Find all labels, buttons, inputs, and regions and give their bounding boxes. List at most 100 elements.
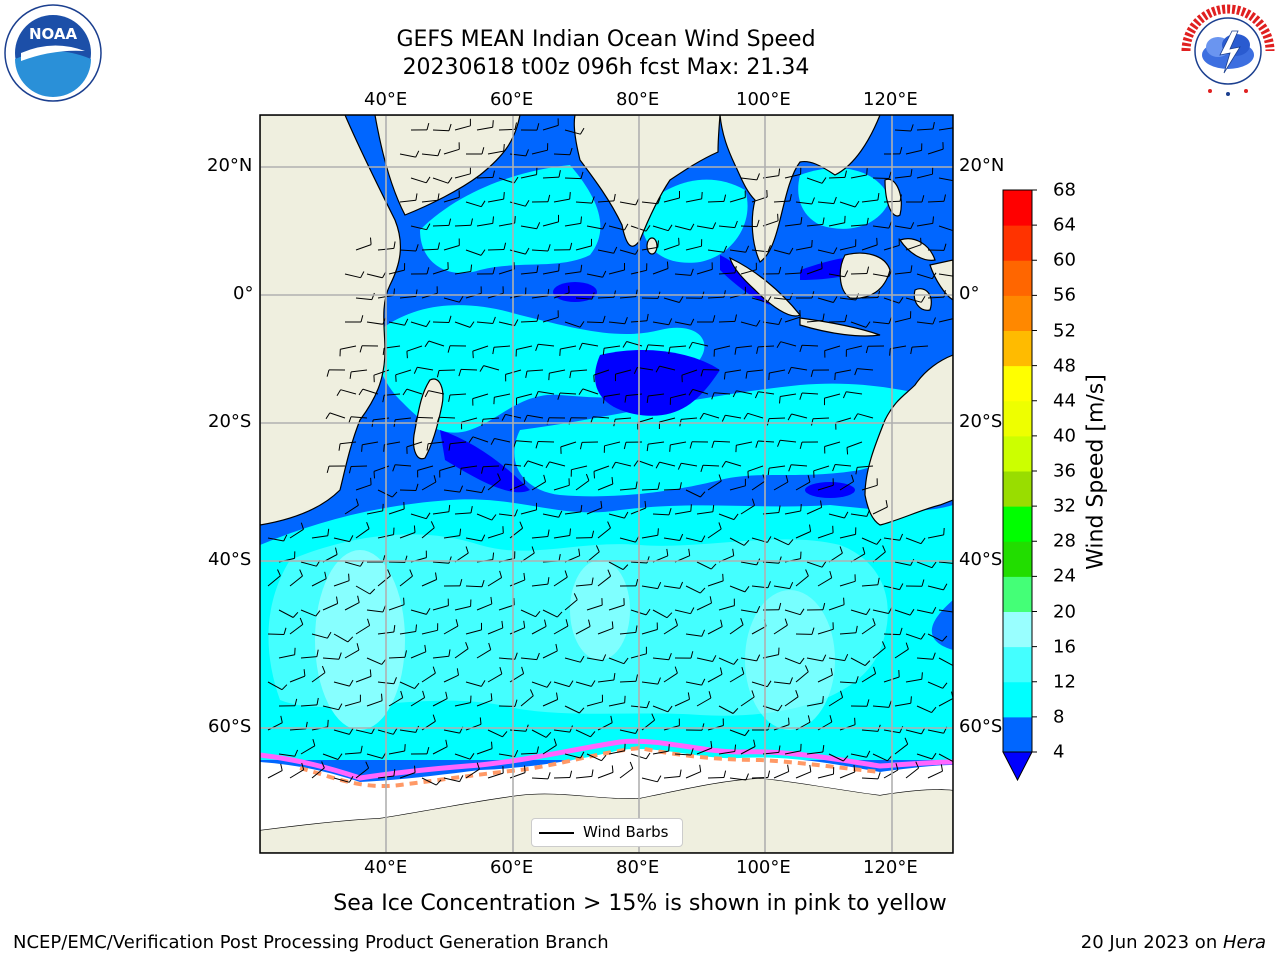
wind-barb-feather <box>877 290 881 298</box>
wind-barb-shaft <box>410 697 425 707</box>
wind-barb-shaft <box>553 681 570 688</box>
wind-barb-shaft <box>795 481 811 491</box>
wind-barb-shaft <box>784 657 801 665</box>
wind-barb-feather <box>547 194 551 202</box>
wind-barb-shaft <box>905 537 922 545</box>
wind-barb-shaft <box>751 625 767 635</box>
wind-barb-shaft <box>652 657 669 661</box>
wind-barb-shaft <box>795 531 811 539</box>
wind-barb-shaft <box>399 489 417 491</box>
wind-barb-feather <box>448 504 451 512</box>
wind-barb-feather <box>536 265 539 273</box>
wind-barb-shaft <box>487 198 504 203</box>
wind-barb-shaft <box>839 481 854 491</box>
wind-barb-feather <box>899 533 904 541</box>
wind-barb-feather <box>712 315 716 323</box>
wind-barb-shaft <box>520 657 537 661</box>
wind-barb-shaft <box>289 769 304 779</box>
wind-barb-feather <box>843 755 849 762</box>
wind-barb-shaft <box>894 317 911 323</box>
wind-barb-feather <box>367 618 371 626</box>
wind-barb-shaft <box>696 657 713 662</box>
wind-barb-shaft <box>641 629 658 635</box>
wind-barb-shaft <box>516 345 533 350</box>
wind-barb-shaft <box>289 624 304 635</box>
wind-barb-shaft <box>725 369 742 373</box>
wind-barb-shaft <box>564 271 581 275</box>
wind-barb-shaft <box>670 393 687 399</box>
wind-barb-feather <box>633 367 638 375</box>
colorbar <box>1002 189 1037 782</box>
wind-barb-feather <box>445 691 448 699</box>
wind-barb-feather <box>514 319 519 326</box>
wind-barb-shaft <box>641 681 658 685</box>
wind-barb-shaft <box>608 702 625 707</box>
wind-barb-feather <box>514 122 517 130</box>
wind-barb-feather <box>588 619 591 627</box>
wind-barb-feather <box>822 602 826 610</box>
wind-barb-shaft <box>659 461 676 467</box>
colorbar-bin <box>1003 225 1032 261</box>
wind-barb-shaft <box>780 393 797 397</box>
wind-barb-feather <box>569 770 573 778</box>
wind-barb-shaft <box>355 484 372 491</box>
wind-barb-shaft <box>597 200 615 203</box>
wind-barb-shaft <box>696 697 712 707</box>
wind-barb-feather <box>546 681 552 688</box>
wind-barb-feather <box>789 677 793 685</box>
wind-barb-shaft <box>542 221 559 227</box>
x-tick-bottom-100: 100°E <box>736 857 791 878</box>
wind-barb-feather <box>688 389 694 396</box>
sea-ice-edge <box>260 738 953 781</box>
wind-barb-shaft <box>780 439 797 443</box>
wind-barb-feather <box>303 669 306 677</box>
wind-barb-shaft <box>604 441 621 447</box>
australia-land <box>864 354 953 526</box>
wind-barb-feather <box>799 345 803 353</box>
wind-barb-shaft <box>861 673 876 683</box>
wind-barb-feather <box>479 717 482 725</box>
wind-barb-feather <box>610 715 613 723</box>
wind-barb-feather <box>767 581 771 588</box>
map-legend: Wind Barbs <box>531 818 683 847</box>
wind-barb-shaft <box>531 149 548 155</box>
wind-barb-feather <box>437 193 440 201</box>
wind-barb-shaft <box>817 249 834 255</box>
wind-barb-shaft <box>549 369 566 374</box>
wind-barb-feather <box>955 557 958 564</box>
wind-barb-shaft <box>267 681 283 691</box>
wind-barb-shaft <box>839 632 857 635</box>
wind-barb-shaft <box>773 585 790 590</box>
wind-barb-feather <box>767 245 771 252</box>
legend-label: Wind Barbs <box>583 823 669 841</box>
wind-barb-shaft <box>707 249 724 253</box>
wind-barb-shaft <box>553 729 570 733</box>
wind-barb-shaft <box>806 223 823 227</box>
wind-barb-feather <box>337 753 343 760</box>
wind-barb-shaft <box>608 561 624 571</box>
wind-barb-shaft <box>846 391 863 395</box>
wind-barb-shaft <box>421 199 438 203</box>
colorbar-tick-label: 12 <box>1053 671 1076 693</box>
wind-barb-feather <box>720 619 723 627</box>
wind-barb-shaft <box>608 269 625 275</box>
wind-barb-feather <box>590 731 596 738</box>
wind-barb-feather <box>371 292 375 300</box>
wind-barb-shaft <box>575 297 593 300</box>
wind-barb-feather <box>404 744 406 752</box>
y-tick-right-0: 0° <box>959 283 980 304</box>
wind-barb-shaft <box>608 657 625 665</box>
wind-barb-shaft <box>487 479 501 491</box>
wind-barb-shaft <box>648 441 665 445</box>
wind-barb-feather <box>657 581 662 589</box>
wind-barb-feather <box>602 315 606 323</box>
wind-barb-shaft <box>538 343 555 347</box>
wind-barb-shaft <box>707 200 725 203</box>
wind-barb-shaft <box>872 225 889 229</box>
wind-barb-feather <box>931 561 937 568</box>
sea-ice-edge-orange <box>299 745 881 788</box>
wind-barb-shaft <box>454 702 471 707</box>
wind-barb-shaft <box>443 625 459 635</box>
wind-barb-shaft <box>333 777 350 783</box>
wind-barb-shaft <box>736 390 753 395</box>
